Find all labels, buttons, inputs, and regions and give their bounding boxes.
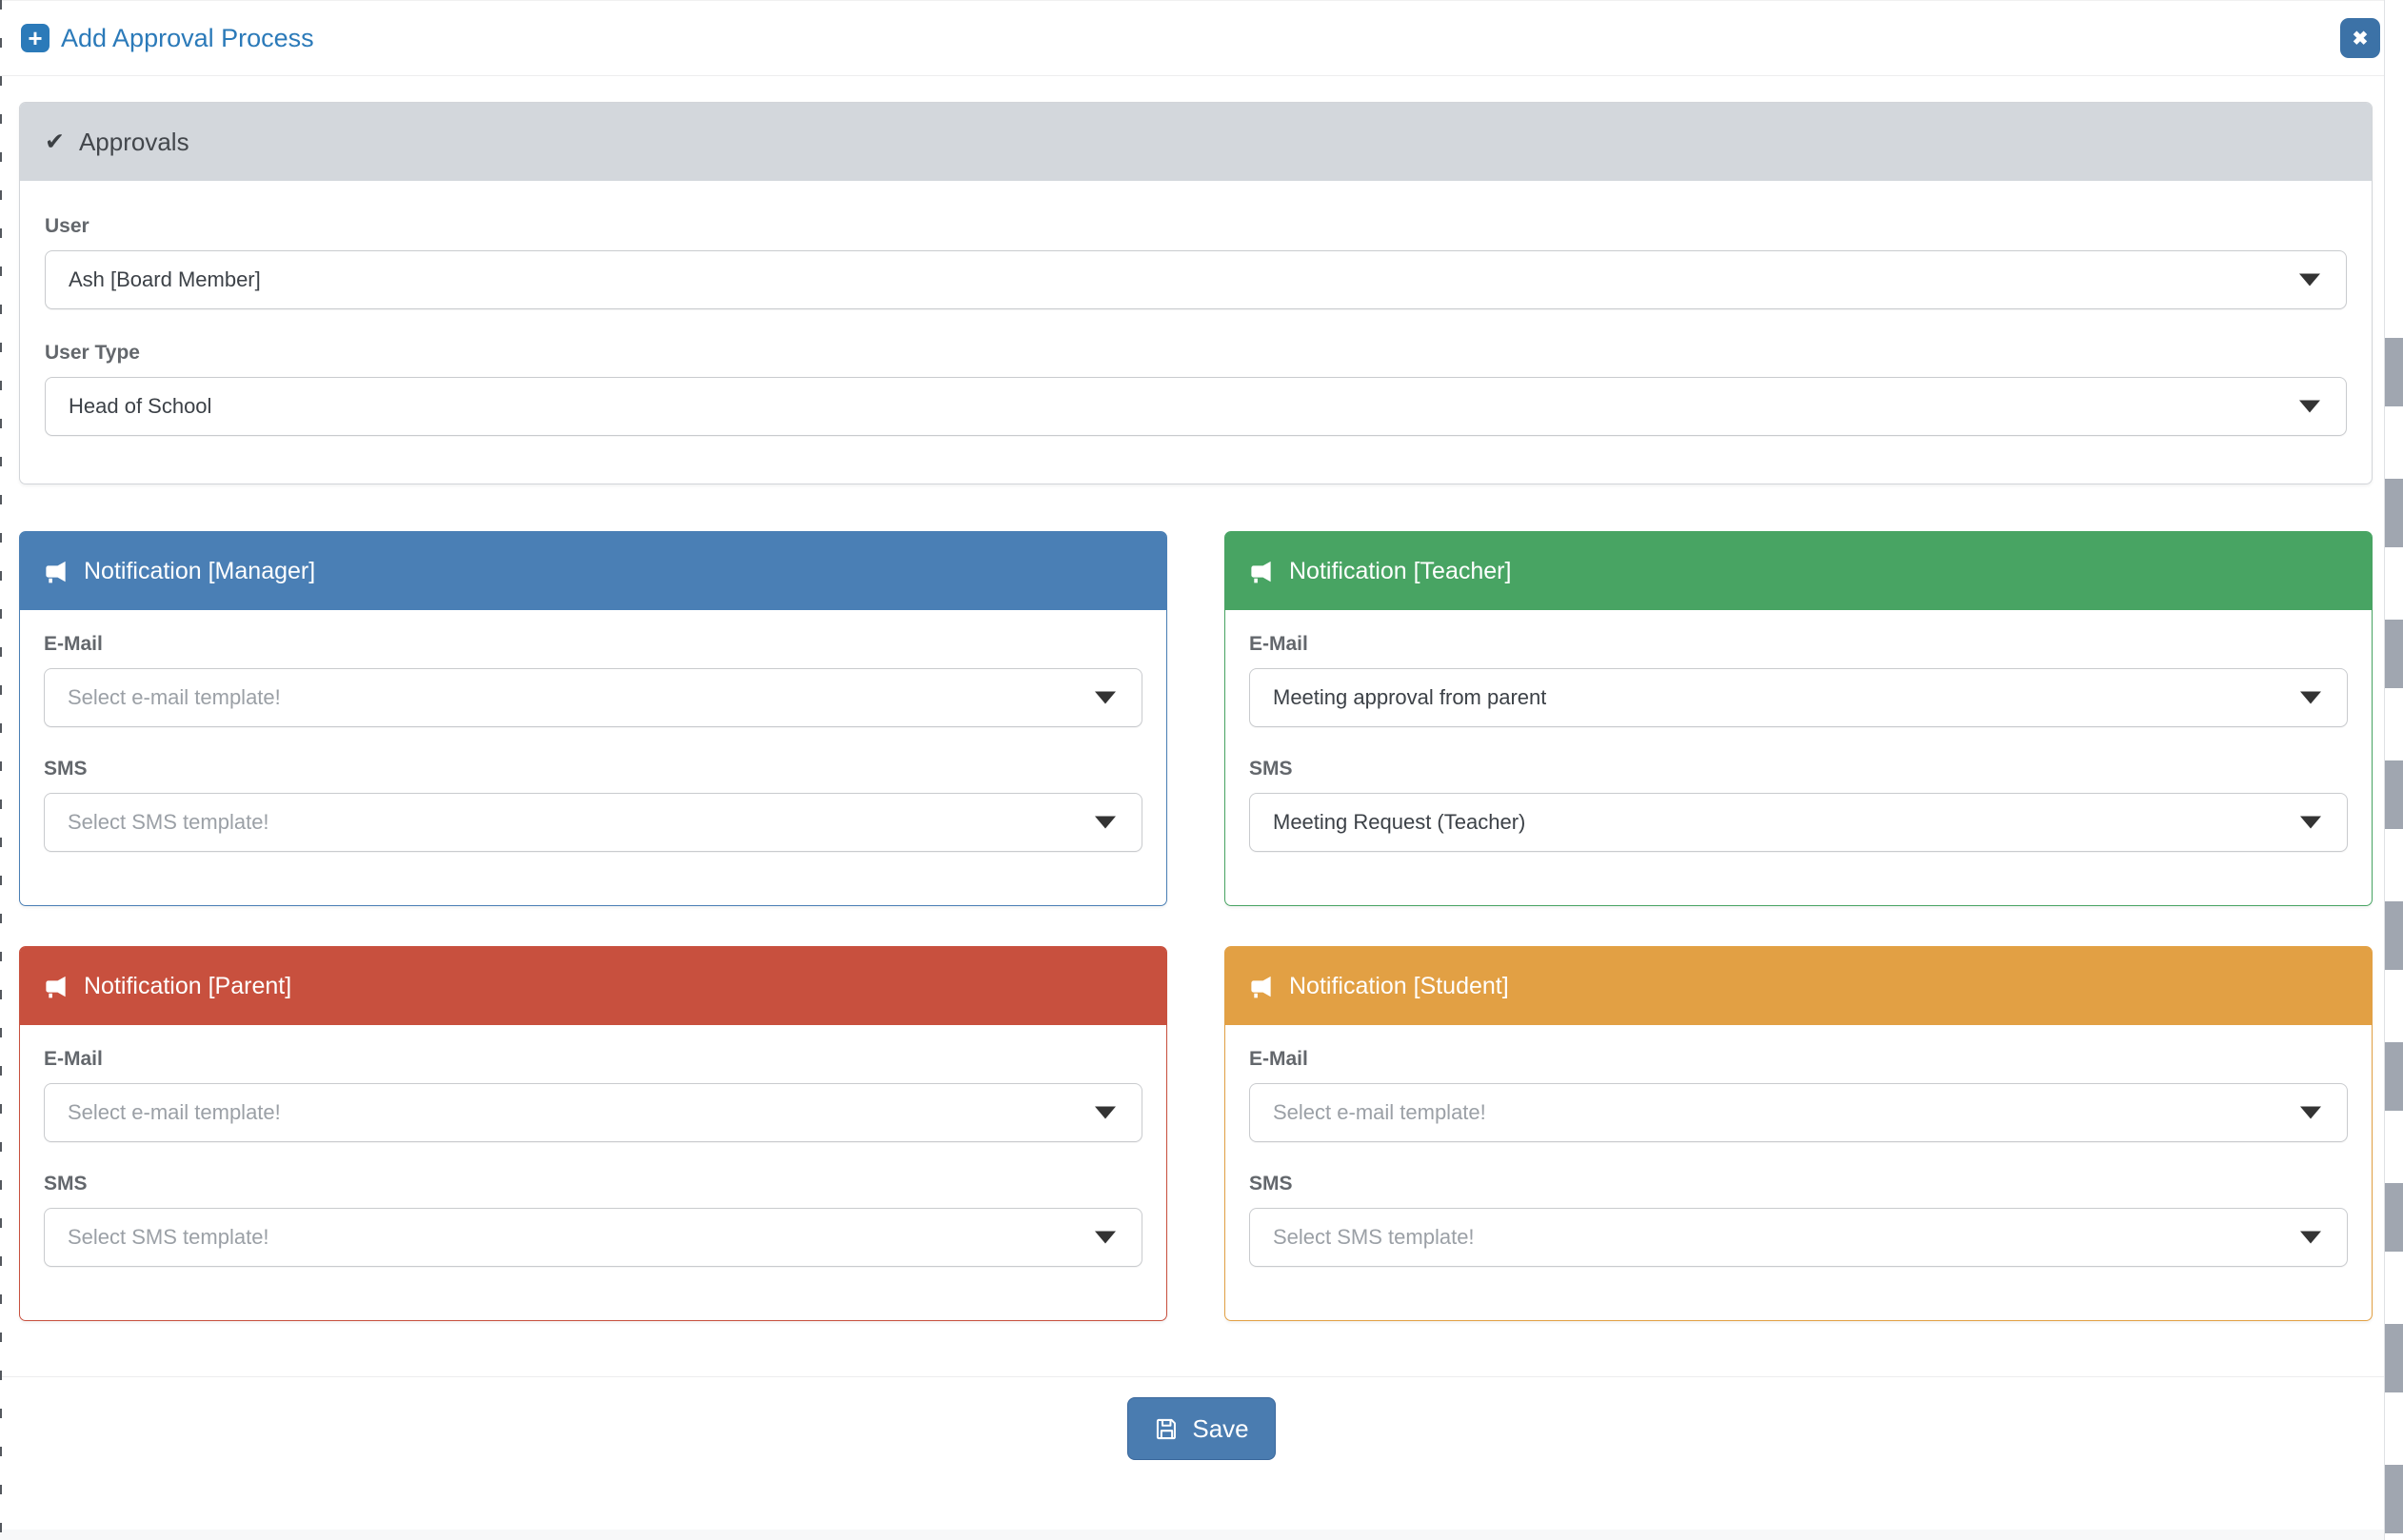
- email-label: E-Mail: [44, 633, 103, 655]
- panel-title: Notification [Manager]: [84, 557, 316, 584]
- modal-content: ✔ Approvals User Ash [Board Member] User…: [0, 102, 2403, 1321]
- plus-square-icon: +: [21, 24, 50, 52]
- email-label: E-Mail: [1249, 1048, 1308, 1070]
- user-type-label: User Type: [45, 342, 140, 364]
- scrollbar-thumb[interactable]: [2385, 338, 2403, 1540]
- user-type-select-value: Head of School: [69, 394, 212, 418]
- email-template-value: Select e-mail template!: [1273, 1100, 1486, 1124]
- bullhorn-icon: [1251, 561, 1271, 582]
- caret-down-icon: [2299, 400, 2320, 413]
- panel-header: Notification [Student]: [1225, 947, 2372, 1025]
- email-label: E-Mail: [1249, 633, 1308, 655]
- sms-template-select[interactable]: Select SMS template!: [44, 793, 1142, 852]
- page-background-strip: [0, 1530, 2403, 1540]
- email-label: E-Mail: [44, 1048, 103, 1070]
- panel-body: E-Mail Meeting approval from parent SMS …: [1225, 610, 2372, 905]
- panel-body: E-Mail Select e-mail template! SMS Selec…: [20, 1025, 1166, 1320]
- panel-title: Notification [Teacher]: [1289, 557, 1512, 584]
- sms-template-select[interactable]: Meeting Request (Teacher): [1249, 793, 2348, 852]
- notification-panel-teacher: Notification [Teacher] E-Mail Meeting ap…: [1224, 531, 2373, 906]
- sms-template-value: Meeting Request (Teacher): [1273, 810, 1526, 834]
- sms-template-value: Select SMS template!: [1273, 1225, 1475, 1249]
- notification-panels: Notification [Manager] E-Mail Select e-m…: [19, 531, 2373, 1321]
- bullhorn-icon: [46, 976, 66, 997]
- caret-down-icon: [2300, 1231, 2321, 1244]
- page-title: + Add Approval Process: [21, 24, 314, 53]
- panel-body: E-Mail Select e-mail template! SMS Selec…: [1225, 1025, 2372, 1320]
- approvals-title: Approvals: [78, 127, 189, 156]
- panel-header: Notification [Teacher]: [1225, 532, 2372, 610]
- scrollbar[interactable]: [2384, 0, 2403, 1540]
- sms-label: SMS: [1249, 758, 1293, 780]
- sms-template-value: Select SMS template!: [68, 1225, 269, 1249]
- user-select-value: Ash [Board Member]: [69, 267, 261, 291]
- sms-label: SMS: [1249, 1173, 1293, 1194]
- approvals-card: ✔ Approvals User Ash [Board Member] User…: [19, 102, 2373, 484]
- panel-title: Notification [Student]: [1289, 972, 1509, 999]
- email-template-select[interactable]: Select e-mail template!: [1249, 1083, 2348, 1142]
- close-icon: ✖: [2352, 28, 2369, 49]
- save-button-label: Save: [1192, 1413, 1249, 1443]
- save-icon: [1157, 1418, 1177, 1439]
- approvals-header: ✔ Approvals: [20, 103, 2372, 181]
- background-dashed-border: [0, 0, 2, 1540]
- sms-template-select[interactable]: Select SMS template!: [1249, 1208, 2348, 1267]
- caret-down-icon: [1095, 1106, 1116, 1119]
- modal-header: + Add Approval Process ✖: [0, 0, 2403, 76]
- sms-template-value: Select SMS template!: [68, 810, 269, 834]
- caret-down-icon: [1095, 691, 1116, 704]
- approvals-body: User Ash [Board Member] User Type Head o…: [20, 181, 2372, 484]
- caret-down-icon: [1095, 1231, 1116, 1244]
- notification-panel-manager: Notification [Manager] E-Mail Select e-m…: [19, 531, 1167, 906]
- notification-panel-student: Notification [Student] E-Mail Select e-m…: [1224, 946, 2373, 1321]
- save-button[interactable]: Save: [1127, 1397, 1276, 1460]
- user-type-select[interactable]: Head of School: [45, 377, 2347, 436]
- check-icon: ✔: [45, 128, 65, 155]
- email-template-select[interactable]: Meeting approval from parent: [1249, 668, 2348, 727]
- bullhorn-icon: [46, 561, 66, 582]
- caret-down-icon: [2300, 1106, 2321, 1119]
- user-label: User: [45, 215, 89, 237]
- panel-header: Notification [Manager]: [20, 532, 1166, 610]
- caret-down-icon: [2299, 273, 2320, 286]
- caret-down-icon: [1095, 816, 1116, 829]
- page-title-text: Add Approval Process: [61, 23, 314, 52]
- sms-label: SMS: [44, 1173, 88, 1194]
- sms-template-select[interactable]: Select SMS template!: [44, 1208, 1142, 1267]
- panel-body: E-Mail Select e-mail template! SMS Selec…: [20, 610, 1166, 905]
- modal-footer: Save: [0, 1376, 2403, 1460]
- email-template-value: Select e-mail template!: [68, 685, 281, 709]
- email-template-select[interactable]: Select e-mail template!: [44, 1083, 1142, 1142]
- notification-panel-parent: Notification [Parent] E-Mail Select e-ma…: [19, 946, 1167, 1321]
- user-select[interactable]: Ash [Board Member]: [45, 250, 2347, 309]
- email-template-value: Meeting approval from parent: [1273, 685, 1547, 709]
- close-button[interactable]: ✖: [2340, 18, 2380, 58]
- caret-down-icon: [2300, 816, 2321, 829]
- panel-title: Notification [Parent]: [84, 972, 292, 999]
- email-template-select[interactable]: Select e-mail template!: [44, 668, 1142, 727]
- bullhorn-icon: [1251, 976, 1271, 997]
- caret-down-icon: [2300, 691, 2321, 704]
- sms-label: SMS: [44, 758, 88, 780]
- panel-header: Notification [Parent]: [20, 947, 1166, 1025]
- email-template-value: Select e-mail template!: [68, 1100, 281, 1124]
